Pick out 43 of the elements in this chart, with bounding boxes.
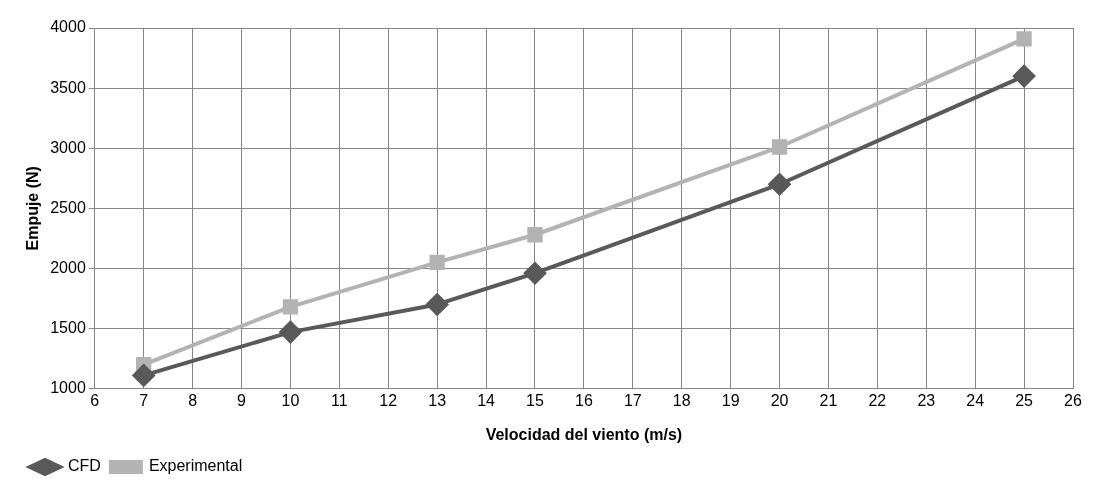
- x-tick-label: 15: [526, 391, 544, 409]
- point: [523, 262, 546, 285]
- x-tick-label: 22: [868, 391, 887, 409]
- x-tick-label: 6: [90, 391, 100, 409]
- x-tick-label: 8: [188, 391, 198, 409]
- x-tick-label: 24: [966, 391, 985, 409]
- y-tick-label: 4000: [50, 18, 86, 36]
- x-tick-label: 20: [770, 391, 789, 409]
- point: [527, 227, 543, 243]
- x-tick-label: 23: [917, 391, 936, 409]
- x-tick-label: 17: [623, 391, 642, 409]
- y-tick-label: 2500: [50, 198, 86, 216]
- point: [1016, 31, 1032, 47]
- x-tick-label: 16: [575, 391, 593, 409]
- x-tick-label: 25: [1015, 391, 1034, 409]
- point: [1013, 65, 1036, 88]
- point: [429, 254, 445, 271]
- x-tick-label: 19: [721, 391, 740, 409]
- y-tick-label: 1500: [50, 318, 86, 336]
- point: [771, 139, 788, 155]
- x-axis-title: Velocidad del viento (m/s): [485, 425, 683, 443]
- y-tick-label: 3000: [50, 138, 86, 156]
- point: [282, 299, 299, 315]
- y-tick-label: 2000: [50, 258, 86, 276]
- y-tick-label: 3500: [50, 78, 86, 96]
- point: [768, 173, 791, 196]
- x-tick-label: 10: [281, 391, 300, 409]
- x-tick-label: 12: [379, 391, 398, 409]
- x-tick-label: 14: [477, 391, 496, 409]
- point: [426, 293, 449, 316]
- x-tick-label: 21: [819, 391, 838, 409]
- y-tick-label: 1000: [50, 379, 86, 397]
- legend-label: Experimental: [148, 457, 243, 475]
- x-tick-label: 9: [237, 391, 247, 409]
- legend-label: CFD: [68, 457, 101, 475]
- point: [279, 321, 302, 344]
- x-tick-label: 26: [1064, 391, 1082, 409]
- point: [132, 364, 155, 387]
- x-tick-label: 11: [331, 391, 348, 409]
- x-tick-label: 18: [672, 391, 691, 409]
- x-tick-label: 13: [428, 391, 447, 409]
- y-axis-title: Empuje (N): [24, 166, 42, 251]
- x-tick-label: 7: [139, 391, 149, 409]
